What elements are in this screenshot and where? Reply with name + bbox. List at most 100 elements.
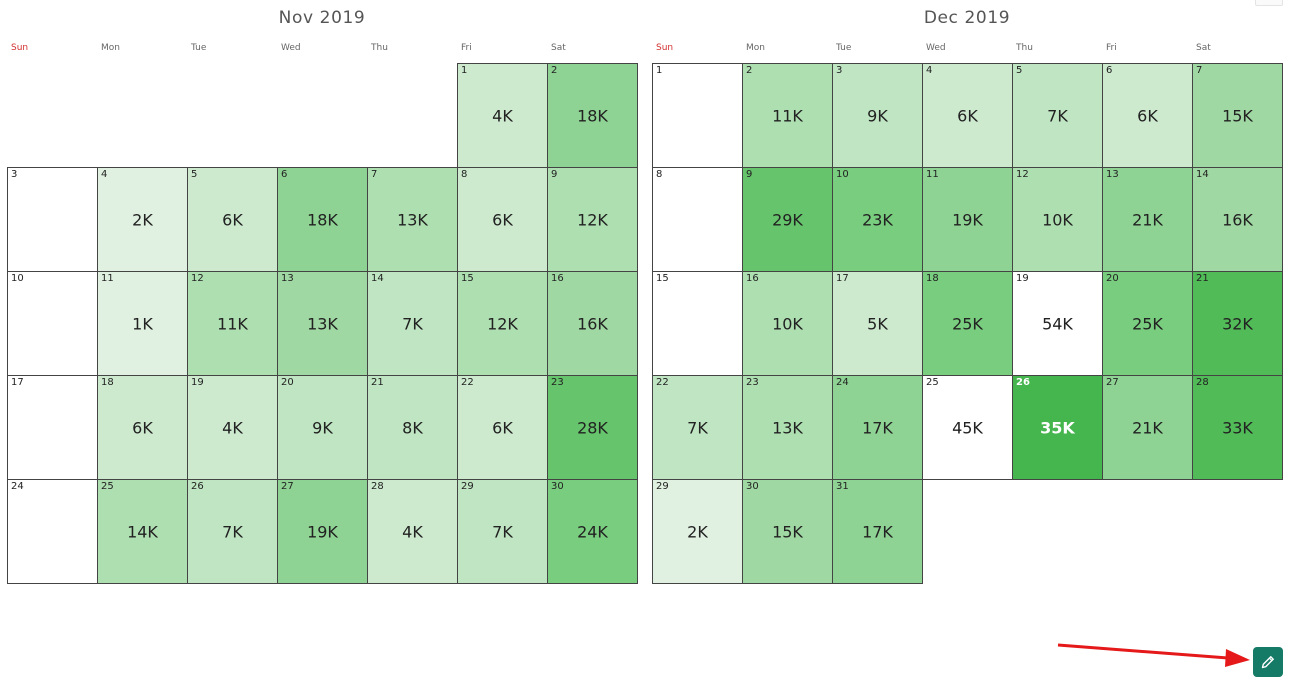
- calendar-day-cell[interactable]: 19 4K: [187, 375, 278, 480]
- day-number: 8: [461, 169, 468, 180]
- day-value: 12K: [487, 314, 518, 333]
- day-number: 5: [191, 169, 198, 180]
- day-value: 13K: [397, 210, 428, 229]
- calendar-day-cell[interactable]: 20 25K: [1102, 271, 1193, 376]
- calendar-day-cell[interactable]: 15: [652, 271, 743, 376]
- calendar-day-cell[interactable]: 17: [7, 375, 98, 480]
- calendar-day-cell[interactable]: 22 6K: [457, 375, 548, 480]
- day-value: 25K: [952, 314, 983, 333]
- calendar-day-cell[interactable]: 2 11K: [742, 63, 833, 168]
- calendar-day-cell[interactable]: 9 29K: [742, 167, 833, 272]
- calendar-day-cell[interactable]: 21 32K: [1192, 271, 1283, 376]
- day-number: 13: [281, 273, 294, 284]
- calendar-day-cell[interactable]: 20 9K: [277, 375, 368, 480]
- edit-button[interactable]: [1253, 647, 1283, 677]
- calendar-day-cell[interactable]: 27 21K: [1102, 375, 1193, 480]
- calendar-day-cell[interactable]: 3: [7, 167, 98, 272]
- calendar-day-cell[interactable]: 16 10K: [742, 271, 833, 376]
- calendar-day-cell[interactable]: 7 15K: [1192, 63, 1283, 168]
- day-value: 16K: [577, 314, 608, 333]
- visual-header-corner[interactable]: [1255, 0, 1283, 6]
- day-of-week-label: Mon: [746, 43, 765, 53]
- day-value: 28K: [577, 418, 608, 437]
- calendar-day-cell[interactable]: 12 11K: [187, 271, 278, 376]
- day-value: 32K: [1222, 314, 1253, 333]
- calendar-day-cell[interactable]: 3 9K: [832, 63, 923, 168]
- calendar-day-cell[interactable]: 10 23K: [832, 167, 923, 272]
- day-number: 28: [371, 481, 384, 492]
- day-number: 4: [926, 65, 933, 76]
- calendar-day-cell[interactable]: 5 7K: [1012, 63, 1103, 168]
- day-value: 12K: [577, 210, 608, 229]
- day-number: 9: [551, 169, 558, 180]
- calendar-day-cell[interactable]: 18 6K: [97, 375, 188, 480]
- day-value: 6K: [1137, 106, 1158, 125]
- day-of-week-label: Fri: [461, 43, 472, 53]
- calendar-day-cell[interactable]: 26 35K: [1012, 375, 1103, 480]
- calendar-day-cell[interactable]: 4 6K: [922, 63, 1013, 168]
- calendar-day-cell[interactable]: 14 16K: [1192, 167, 1283, 272]
- calendar-day-cell[interactable]: 28 4K: [367, 479, 458, 584]
- day-value: 18K: [307, 210, 338, 229]
- day-value: 11K: [772, 106, 803, 125]
- calendar-day-cell[interactable]: 7 13K: [367, 167, 458, 272]
- calendar-day-cell[interactable]: 8 6K: [457, 167, 548, 272]
- day-value: 25K: [1132, 314, 1163, 333]
- calendar-day-cell[interactable]: 13 13K: [277, 271, 368, 376]
- calendar-day-cell[interactable]: 8: [652, 167, 743, 272]
- day-of-week-label: Wed: [926, 43, 946, 53]
- day-value: 23K: [862, 210, 893, 229]
- day-number: 18: [926, 273, 939, 284]
- calendar-day-cell[interactable]: 19 54K: [1012, 271, 1103, 376]
- day-number: 2: [551, 65, 558, 76]
- calendar-day-cell[interactable]: 10: [7, 271, 98, 376]
- day-number: 25: [101, 481, 114, 492]
- day-number: 4: [101, 169, 108, 180]
- day-number: 1: [461, 65, 468, 76]
- calendar-day-cell[interactable]: 25 45K: [922, 375, 1013, 480]
- calendar-day-cell[interactable]: 6 6K: [1102, 63, 1193, 168]
- calendar-day-cell[interactable]: 25 14K: [97, 479, 188, 584]
- calendar-day-cell[interactable]: 11 1K: [97, 271, 188, 376]
- day-value: 13K: [307, 314, 338, 333]
- calendar-day-cell[interactable]: 23 28K: [547, 375, 638, 480]
- calendar-day-cell[interactable]: 17 5K: [832, 271, 923, 376]
- day-value: 29K: [772, 210, 803, 229]
- calendar-day-cell[interactable]: 26 7K: [187, 479, 278, 584]
- calendar-day-cell[interactable]: 29 2K: [652, 479, 743, 584]
- calendar-day-cell[interactable]: 14 7K: [367, 271, 458, 376]
- calendar-day-cell[interactable]: 23 13K: [742, 375, 833, 480]
- day-value: 15K: [772, 522, 803, 541]
- calendar-day-cell[interactable]: 18 25K: [922, 271, 1013, 376]
- calendar-day-cell[interactable]: 27 19K: [277, 479, 368, 584]
- calendar-day-cell[interactable]: 28 33K: [1192, 375, 1283, 480]
- calendar-day-cell[interactable]: 6 18K: [277, 167, 368, 272]
- calendar-day-cell[interactable]: 11 19K: [922, 167, 1013, 272]
- calendar-day-cell[interactable]: 9 12K: [547, 167, 638, 272]
- calendar-day-cell[interactable]: 30 15K: [742, 479, 833, 584]
- calendar-day-cell[interactable]: 13 21K: [1102, 167, 1193, 272]
- calendar-day-cell[interactable]: 5 6K: [187, 167, 278, 272]
- day-number: 27: [1106, 377, 1119, 388]
- calendar-day-cell[interactable]: 22 7K: [652, 375, 743, 480]
- calendar-day-cell[interactable]: 24: [7, 479, 98, 584]
- calendar-day-cell[interactable]: 12 10K: [1012, 167, 1103, 272]
- calendar-day-cell[interactable]: 31 17K: [832, 479, 923, 584]
- calendar-day-cell[interactable]: 16 16K: [547, 271, 638, 376]
- day-number: 29: [461, 481, 474, 492]
- day-value: 19K: [307, 522, 338, 541]
- calendar-day-cell[interactable]: 1: [652, 63, 743, 168]
- day-of-week-label: Sat: [1196, 43, 1211, 53]
- calendar-day-cell[interactable]: 1 4K: [457, 63, 548, 168]
- calendar-day-cell[interactable]: 15 12K: [457, 271, 548, 376]
- day-number: 29: [656, 481, 669, 492]
- day-value: 7K: [1047, 106, 1068, 125]
- day-value: 6K: [492, 418, 513, 437]
- calendar-day-cell[interactable]: 30 24K: [547, 479, 638, 584]
- day-value: 10K: [1042, 210, 1073, 229]
- calendar-day-cell[interactable]: 4 2K: [97, 167, 188, 272]
- calendar-day-cell[interactable]: 29 7K: [457, 479, 548, 584]
- calendar-day-cell[interactable]: 24 17K: [832, 375, 923, 480]
